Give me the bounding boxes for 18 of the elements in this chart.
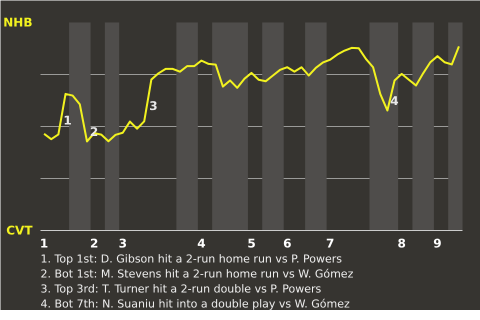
x-tick-label: 5 [247,236,256,250]
text: CVT [6,224,34,238]
annotation: 4 [390,94,399,108]
x-tick-label: 7 [326,236,334,250]
x-tick-label: 8 [398,236,406,250]
text: 4. Bot 7th: N. Suaniu hit into a double play vs W. Gómez [40,298,350,310]
text: NHB [3,16,32,30]
x-tick-label: 3 [118,236,127,250]
x-tick-label: 1 [40,236,48,250]
text: 1. Top 1st: D. Gibson hit a 2-run home run vs P. Powers [40,252,342,266]
x-tick-label: 4 [197,236,206,250]
x-tick-label: 2 [90,236,98,250]
x-tick-label: 9 [433,236,442,250]
annotation: 1 [63,113,72,128]
text: 3. Top 3rd: T. Turner hit a 2-run double vs P. Powers [40,282,322,296]
text: 2. Bot 1st: M. Stevens hit a 2-run home run vs W. Gómez [40,268,354,280]
x-tick-label: 6 [283,236,292,250]
annotation: 3 [149,99,158,114]
